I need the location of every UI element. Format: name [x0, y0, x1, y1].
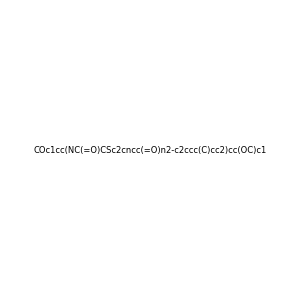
Text: COc1cc(NC(=O)CSc2cncc(=O)n2-c2ccc(C)cc2)cc(OC)c1: COc1cc(NC(=O)CSc2cncc(=O)n2-c2ccc(C)cc2)…: [33, 146, 267, 154]
